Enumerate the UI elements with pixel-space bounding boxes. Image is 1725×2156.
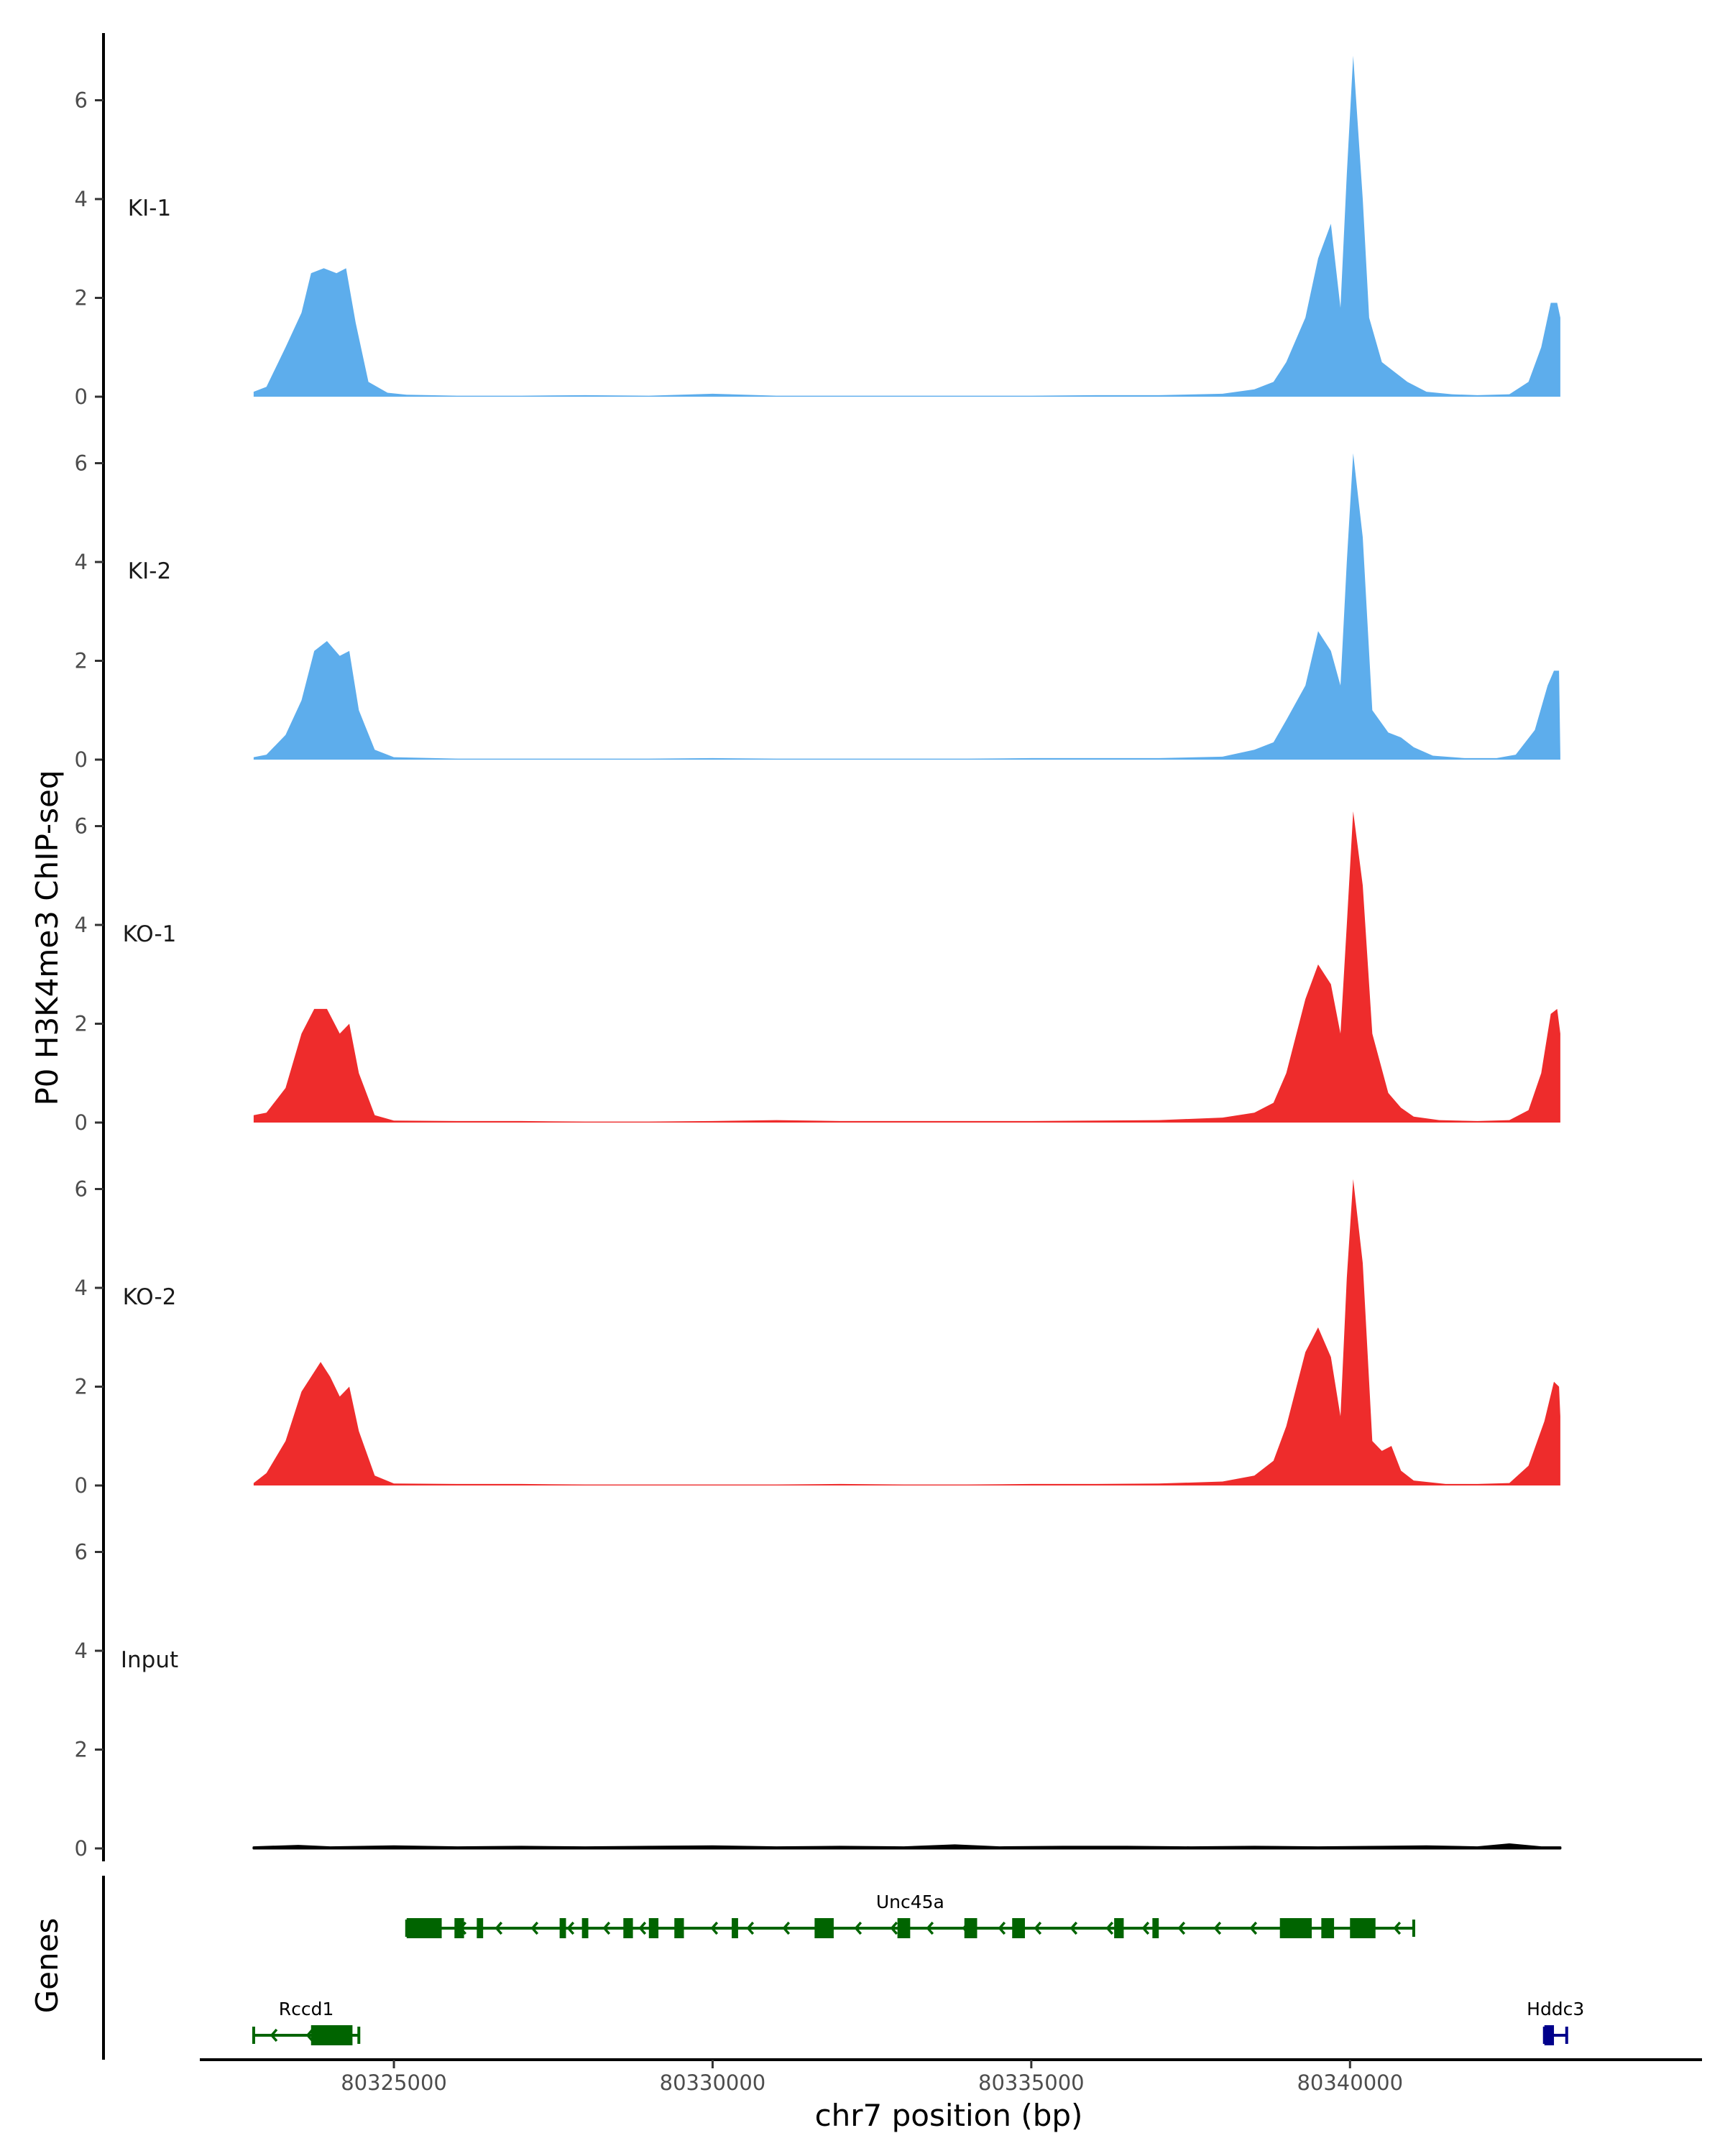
strand-arrow <box>602 1921 611 1935</box>
y-tick-label: 0 <box>75 1836 88 1861</box>
exon-block <box>1114 1918 1124 1938</box>
gene-rccd1: Rccd1 <box>252 1999 361 2045</box>
y-tick-label: 4 <box>75 550 88 574</box>
y-tick-label: 2 <box>75 649 88 673</box>
strand-arrow <box>270 2028 278 2042</box>
y-tick-label: 4 <box>75 187 88 211</box>
strand-arrow <box>566 1921 575 1935</box>
exon-block <box>1544 2025 1555 2045</box>
genes-track-title: Genes <box>29 1918 65 2014</box>
x-axis: 80325000 80330000 80335000 80340000 <box>200 2058 1702 2095</box>
exon-block <box>964 1918 978 1938</box>
x-tick-label: 80325000 <box>341 2070 447 2095</box>
chip-seq-tracks: 0 2 4 6 KI-1 0 2 4 6 KI-2 0 2 4 6 KO-1 0 2 4 6 KO-2 0 2 4 6 Inpu… <box>75 33 1562 1861</box>
exon-block <box>1012 1918 1025 1938</box>
x-tick-label: 80340000 <box>1297 2070 1403 2095</box>
strand-arrow <box>1105 1921 1114 1935</box>
y-tick-label: 4 <box>75 1276 88 1300</box>
track-label: KO-2 <box>123 1284 177 1310</box>
strand-arrow <box>1177 1921 1186 1935</box>
strand-arrow <box>1034 1921 1042 1935</box>
exon-block <box>897 1918 911 1938</box>
strand-arrow <box>1249 1921 1258 1935</box>
track-ki-1: 0 2 4 6 KI-1 <box>75 33 1560 410</box>
track-ki-2: 0 2 4 6 KI-2 <box>75 396 1560 773</box>
y-tick-label: 6 <box>75 451 88 476</box>
track-label: KI-1 <box>128 195 171 221</box>
genes-track: Unc45a Rccd1 Hddc3 <box>102 1876 1584 2060</box>
x-tick-label: 80330000 <box>660 2070 766 2095</box>
y-tick-label: 2 <box>75 1738 88 1762</box>
signal-area <box>253 55 1560 397</box>
gene-unc45a: Unc45a <box>405 1892 1415 1938</box>
signal-area <box>252 1843 1562 1850</box>
strand-arrow <box>926 1921 934 1935</box>
y-tick-label: 4 <box>75 913 88 937</box>
track-label: KI-2 <box>128 558 171 584</box>
strand-arrow <box>1393 1921 1402 1935</box>
exon-block <box>559 1918 566 1938</box>
signal-area <box>253 453 1560 760</box>
signal-area <box>253 811 1560 1123</box>
strand-arrow <box>530 1921 539 1935</box>
exon-block <box>406 1918 442 1938</box>
x-tick-label: 80335000 <box>978 2070 1085 2095</box>
strand-arrow <box>1213 1921 1222 1935</box>
strand-arrow <box>710 1921 719 1935</box>
gene-name-label: Rccd1 <box>279 1999 334 2019</box>
y-axis-title: P0 H3K4me3 ChIP-seq <box>29 770 65 1105</box>
strand-arrow <box>494 1921 503 1935</box>
y-tick-label: 0 <box>75 1110 88 1135</box>
exon-block <box>814 1918 834 1938</box>
y-tick-label: 6 <box>75 1177 88 1202</box>
exon-block <box>674 1918 684 1938</box>
y-tick-label: 0 <box>75 747 88 772</box>
y-tick-label: 0 <box>75 384 88 409</box>
exon-block <box>1152 1918 1159 1938</box>
x-axis-title: chr7 position (bp) <box>815 2098 1083 2133</box>
y-tick-label: 2 <box>75 286 88 310</box>
strand-arrow <box>746 1921 755 1935</box>
strand-arrow <box>638 1921 647 1935</box>
exon-block <box>477 1918 484 1938</box>
strand-arrow <box>305 2028 314 2042</box>
track-ko-2: 0 2 4 6 KO-2 <box>75 1122 1560 1498</box>
y-tick-label: 2 <box>75 1012 88 1036</box>
strand-arrow <box>1070 1921 1078 1935</box>
strand-arrow <box>998 1921 1006 1935</box>
exon-block <box>1279 1918 1312 1938</box>
strand-arrow <box>890 1921 898 1935</box>
gene-name-label: Unc45a <box>876 1892 944 1912</box>
exon-block <box>623 1918 633 1938</box>
track-label: KO-1 <box>123 921 177 947</box>
exon-block <box>648 1918 659 1938</box>
y-tick-label: 0 <box>75 1473 88 1498</box>
y-tick-label: 2 <box>75 1375 88 1399</box>
track-label: Input <box>121 1647 178 1673</box>
strand-arrow <box>1141 1921 1150 1935</box>
strand-arrow <box>782 1921 791 1935</box>
gene-hddc3: Hddc3 <box>1527 1999 1584 2045</box>
track-input: 0 2 4 6 Input <box>75 1485 1562 1861</box>
signal-area <box>253 1179 1560 1485</box>
exon-block <box>310 2025 353 2045</box>
y-tick-label: 4 <box>75 1639 88 1663</box>
exon-block <box>732 1918 738 1938</box>
strand-arrow <box>854 1921 862 1935</box>
exon-block <box>1321 1918 1335 1938</box>
y-tick-label: 6 <box>75 88 88 113</box>
track-ko-1: 0 2 4 6 KO-1 <box>75 759 1560 1135</box>
exon-block <box>1350 1918 1376 1938</box>
y-tick-label: 6 <box>75 814 88 839</box>
gene-name-label: Hddc3 <box>1527 1999 1584 2019</box>
exon-block <box>581 1918 589 1938</box>
y-tick-label: 6 <box>75 1540 88 1565</box>
exon-block <box>454 1918 464 1938</box>
